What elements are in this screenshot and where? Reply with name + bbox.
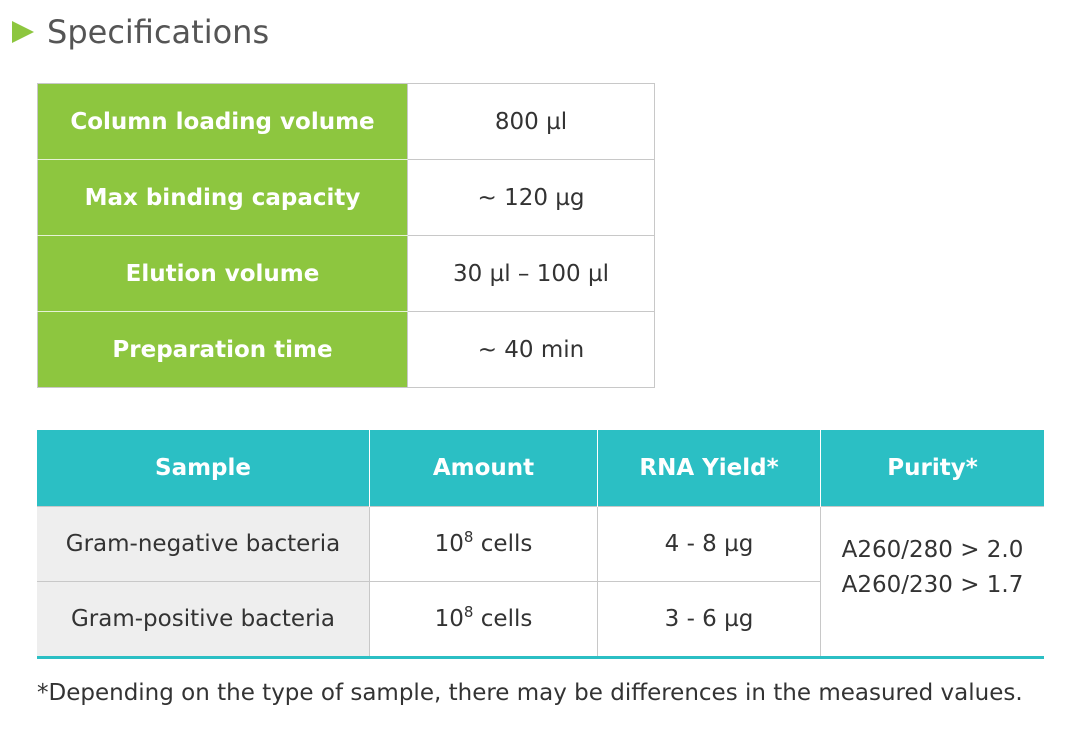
- spec-value: 800 µl: [407, 83, 655, 160]
- spec-row: Column loading volume 800 µl: [37, 83, 655, 160]
- footnote: *Depending on the type of sample, there …: [37, 680, 1023, 706]
- spec-value: 30 µl – 100 µl: [407, 235, 655, 312]
- yield-cell: 4 - 8 µg: [597, 506, 821, 582]
- purity-cell: A260/280 > 2.0 A260/230 > 1.7: [820, 506, 1044, 658]
- spec-value: ~ 120 µg: [407, 159, 655, 236]
- spec-key: Elution volume: [37, 235, 408, 312]
- table-row: Gram-negative bacteria 108 cells 4 - 8 µ…: [37, 506, 1044, 658]
- amount-unit: cells: [473, 606, 533, 632]
- amount-exponent: 8: [463, 528, 474, 546]
- sample-cell: Gram-negative bacteria: [37, 506, 370, 582]
- purity-line: A260/280 > 2.0: [841, 537, 1024, 563]
- purity-line: A260/230 > 1.7: [841, 572, 1024, 598]
- amount-exponent: 8: [463, 603, 474, 621]
- specifications-table: Column loading volume 800 µl Max binding…: [37, 83, 655, 388]
- section-title: Specifications: [47, 13, 270, 51]
- amount-cell: 108 cells: [369, 581, 598, 658]
- spec-row: Elution volume 30 µl – 100 µl: [37, 235, 655, 312]
- yield-cell: 3 - 6 µg: [597, 581, 821, 658]
- spec-key: Column loading volume: [37, 83, 408, 160]
- spec-row: Preparation time ~ 40 min: [37, 311, 655, 388]
- amount-base: 10: [434, 606, 464, 632]
- section-heading: Specifications: [12, 10, 269, 54]
- spec-value: ~ 40 min: [407, 311, 655, 388]
- table-row: Gram-positive bacteria 108 cells 3 - 6 µ…: [37, 581, 1044, 658]
- rna-yield-table: Sample Amount RNA Yield* Purity* Gram-ne…: [37, 430, 1044, 659]
- triangle-arrow-icon: [12, 21, 34, 43]
- column-header-rna-yield: RNA Yield*: [597, 430, 821, 507]
- column-header-amount: Amount: [369, 430, 598, 507]
- column-header-purity: Purity*: [820, 430, 1044, 507]
- sample-cell: Gram-positive bacteria: [37, 581, 370, 658]
- spec-key: Preparation time: [37, 311, 408, 388]
- column-header-sample: Sample: [37, 430, 370, 507]
- amount-base: 10: [434, 531, 464, 557]
- spec-key: Max binding capacity: [37, 159, 408, 236]
- spec-row: Max binding capacity ~ 120 µg: [37, 159, 655, 236]
- amount-cell: 108 cells: [369, 506, 598, 582]
- header-row: Sample Amount RNA Yield* Purity*: [37, 430, 1044, 507]
- amount-unit: cells: [473, 531, 533, 557]
